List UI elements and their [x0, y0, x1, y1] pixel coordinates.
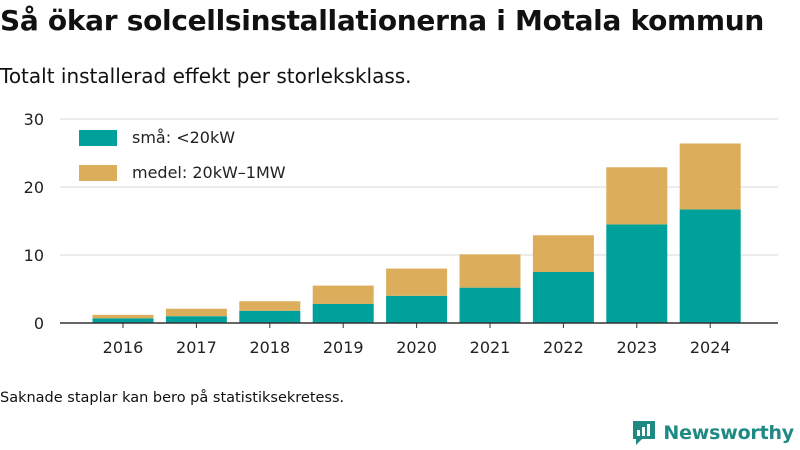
- x-tick-label: 2016: [103, 338, 144, 357]
- legend: små: <20kW medel: 20kW–1MW: [79, 128, 286, 182]
- bar-segment: [606, 224, 668, 323]
- bar-segment: [606, 167, 668, 225]
- bars: [92, 143, 741, 323]
- bar-segment: [679, 209, 741, 323]
- brand-name: Newsworthy: [663, 422, 794, 444]
- bar-segment: [679, 143, 741, 210]
- legend-swatch: [79, 165, 117, 181]
- y-tick-label: 10: [24, 246, 44, 265]
- legend-swatch: [79, 130, 117, 146]
- bar-segment: [532, 272, 594, 323]
- footnote: Saknade staplar kan bero på statistiksek…: [0, 390, 345, 406]
- x-tick-label: 2020: [396, 338, 437, 357]
- bar-segment: [312, 303, 374, 323]
- x-tick-label: 2024: [690, 338, 731, 357]
- bar-segment: [312, 285, 374, 304]
- x-axis: 2016 2017 2018 2019 2020 2021 2022 2023 2024: [60, 322, 778, 357]
- bar-segment: [459, 254, 521, 288]
- chart-title: Så ökar solcellsinstallationerna i Motal…: [0, 4, 765, 37]
- x-tick-label: 2019: [323, 338, 364, 357]
- x-tick-label: 2018: [249, 338, 290, 357]
- y-tick-label: 30: [24, 110, 44, 129]
- x-tick-label: 2023: [616, 338, 657, 357]
- newsworthy-logo-icon: [633, 421, 656, 445]
- bar-segment: [532, 235, 594, 272]
- stacked-bar-chart: 0 10 20 30 2016 2017 2018 2019 2020 2021 2022 2023…: [24, 110, 778, 357]
- y-tick-label: 0: [34, 314, 44, 333]
- bar-segment: [386, 295, 448, 323]
- bar-segment: [165, 308, 227, 317]
- bar-segment: [459, 287, 521, 323]
- bar-segment: [92, 318, 154, 323]
- chart-subtitle: Totalt installerad effekt per storlekskl…: [0, 64, 412, 88]
- bar-segment: [239, 310, 301, 323]
- y-axis-ticks: 0 10 20 30: [24, 110, 44, 333]
- legend-label: medel: 20kW–1MW: [132, 163, 286, 182]
- x-tick-label: 2021: [470, 338, 511, 357]
- y-tick-label: 20: [24, 178, 44, 197]
- bar-segment: [92, 314, 154, 319]
- legend-label: små: <20kW: [132, 128, 235, 147]
- bar-segment: [239, 301, 301, 311]
- bar-segment: [386, 268, 448, 296]
- x-tick-label: 2017: [176, 338, 217, 357]
- x-tick-label: 2022: [543, 338, 584, 357]
- bar-segment: [165, 316, 227, 323]
- brand-logo: Newsworthy: [631, 419, 794, 447]
